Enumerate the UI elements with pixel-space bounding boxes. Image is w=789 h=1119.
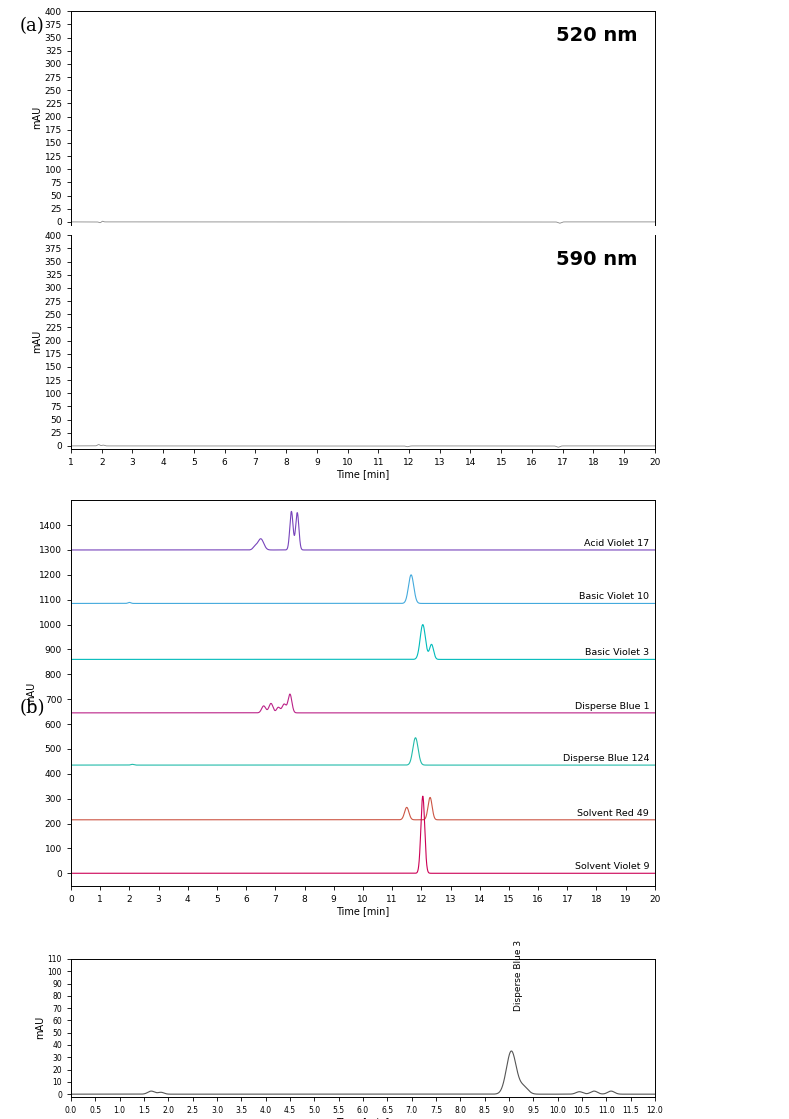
X-axis label: Time [min]: Time [min] <box>336 469 390 479</box>
Y-axis label: mAU: mAU <box>26 681 36 705</box>
Text: Disperse Blue 124: Disperse Blue 124 <box>563 754 649 763</box>
Text: (b): (b) <box>20 699 45 717</box>
Text: Solvent Violet 9: Solvent Violet 9 <box>574 863 649 872</box>
X-axis label: Time [min]: Time [min] <box>336 1118 390 1119</box>
Y-axis label: mAU: mAU <box>35 1016 45 1040</box>
Text: Disperse Blue 1: Disperse Blue 1 <box>574 702 649 711</box>
X-axis label: Time [min]: Time [min] <box>336 906 390 916</box>
Text: Basic Violet 10: Basic Violet 10 <box>579 592 649 601</box>
Y-axis label: mAU: mAU <box>32 330 42 354</box>
Text: 520 nm: 520 nm <box>556 26 638 45</box>
Text: Basic Violet 3: Basic Violet 3 <box>585 648 649 657</box>
Text: Acid Violet 17: Acid Violet 17 <box>584 539 649 548</box>
Text: 590 nm: 590 nm <box>556 251 638 270</box>
Y-axis label: mAU: mAU <box>32 106 42 130</box>
Text: (a): (a) <box>20 17 44 35</box>
Text: Disperse Blue 3: Disperse Blue 3 <box>514 940 523 1010</box>
Text: Solvent Red 49: Solvent Red 49 <box>578 809 649 818</box>
